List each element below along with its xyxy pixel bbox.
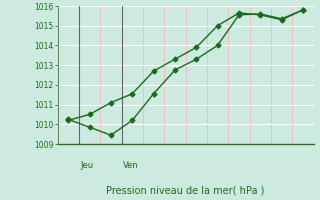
Text: Pression niveau de la mer( hPa ): Pression niveau de la mer( hPa ) <box>107 185 265 195</box>
Text: Ven: Ven <box>123 161 139 170</box>
Text: Jeu: Jeu <box>80 161 93 170</box>
